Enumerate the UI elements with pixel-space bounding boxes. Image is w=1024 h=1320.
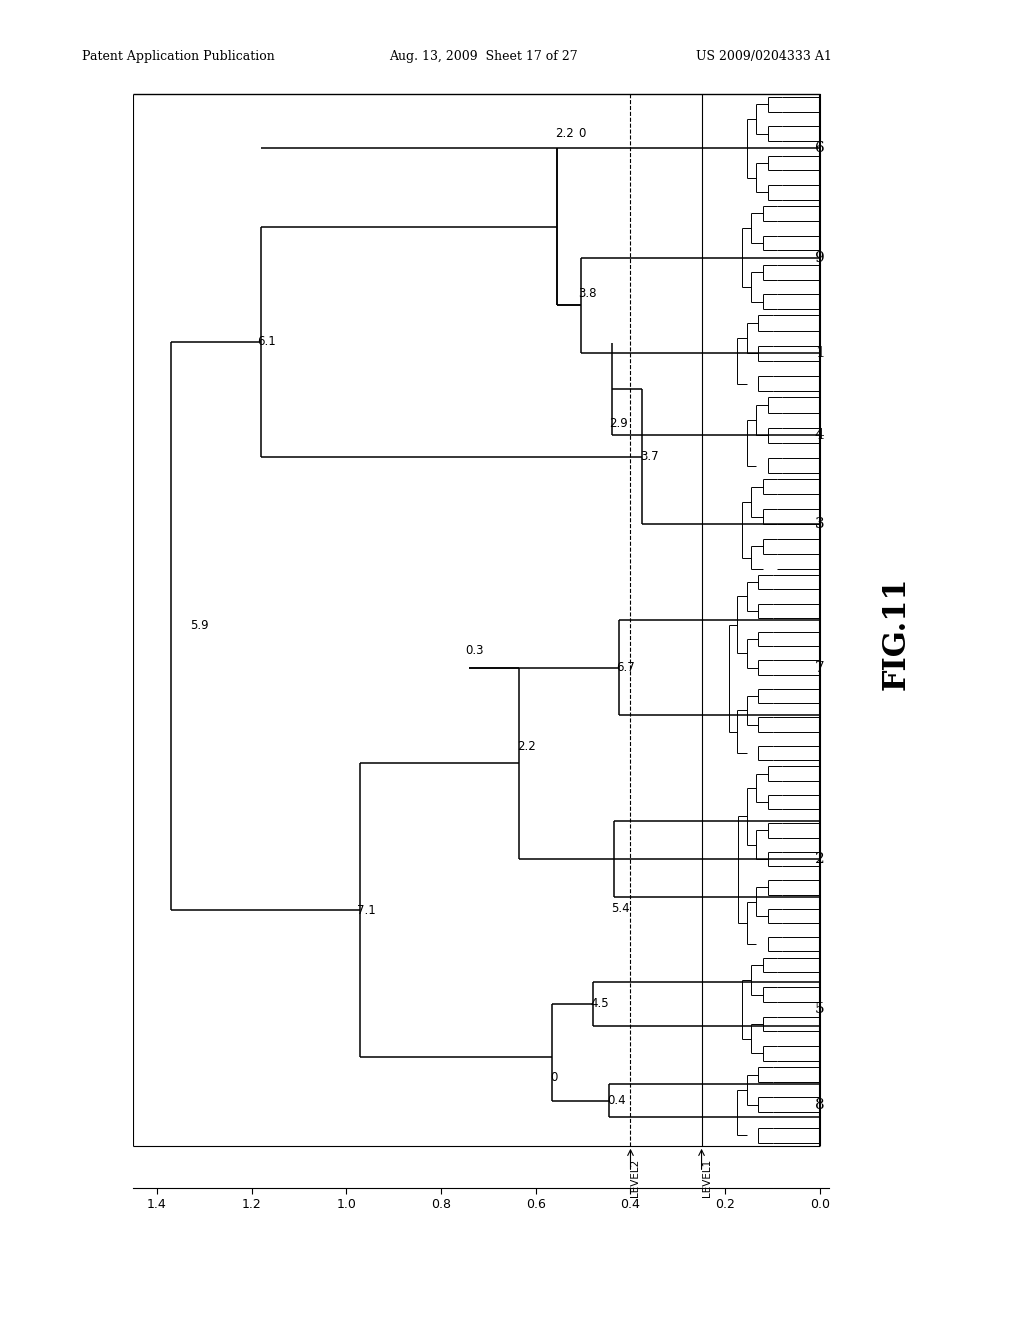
Text: 3.8: 3.8 xyxy=(579,288,597,300)
Text: 6.7: 6.7 xyxy=(616,661,635,675)
Text: 2.2: 2.2 xyxy=(555,127,573,140)
Text: 2.2: 2.2 xyxy=(517,739,536,752)
Text: 2.9: 2.9 xyxy=(609,417,628,430)
Text: 5.9: 5.9 xyxy=(190,619,209,632)
Text: 2: 2 xyxy=(815,851,824,866)
Text: 4: 4 xyxy=(815,428,824,442)
Text: FIG.11: FIG.11 xyxy=(881,577,911,690)
Text: 3: 3 xyxy=(815,517,824,531)
Text: LEVEL2: LEVEL2 xyxy=(631,1159,640,1197)
Text: 5: 5 xyxy=(815,1002,824,1016)
Text: 3.7: 3.7 xyxy=(640,450,658,463)
Text: 6.1: 6.1 xyxy=(257,335,276,348)
Text: 0.3: 0.3 xyxy=(466,644,484,657)
Text: 0: 0 xyxy=(579,127,586,140)
Text: 6: 6 xyxy=(815,141,824,156)
Text: 1: 1 xyxy=(815,346,824,360)
Text: 4.5: 4.5 xyxy=(590,998,609,1010)
Text: 5.4: 5.4 xyxy=(611,903,630,916)
Text: 9: 9 xyxy=(815,251,824,264)
Text: 7: 7 xyxy=(815,660,824,675)
Text: 0: 0 xyxy=(550,1072,557,1085)
Text: 7.1: 7.1 xyxy=(356,904,376,916)
Text: 0.4: 0.4 xyxy=(607,1094,626,1107)
Text: US 2009/0204333 A1: US 2009/0204333 A1 xyxy=(696,50,833,63)
Text: LEVEL1: LEVEL1 xyxy=(701,1159,712,1197)
Text: 8: 8 xyxy=(815,1098,824,1111)
Text: Patent Application Publication: Patent Application Publication xyxy=(82,50,274,63)
Text: Aug. 13, 2009  Sheet 17 of 27: Aug. 13, 2009 Sheet 17 of 27 xyxy=(389,50,578,63)
